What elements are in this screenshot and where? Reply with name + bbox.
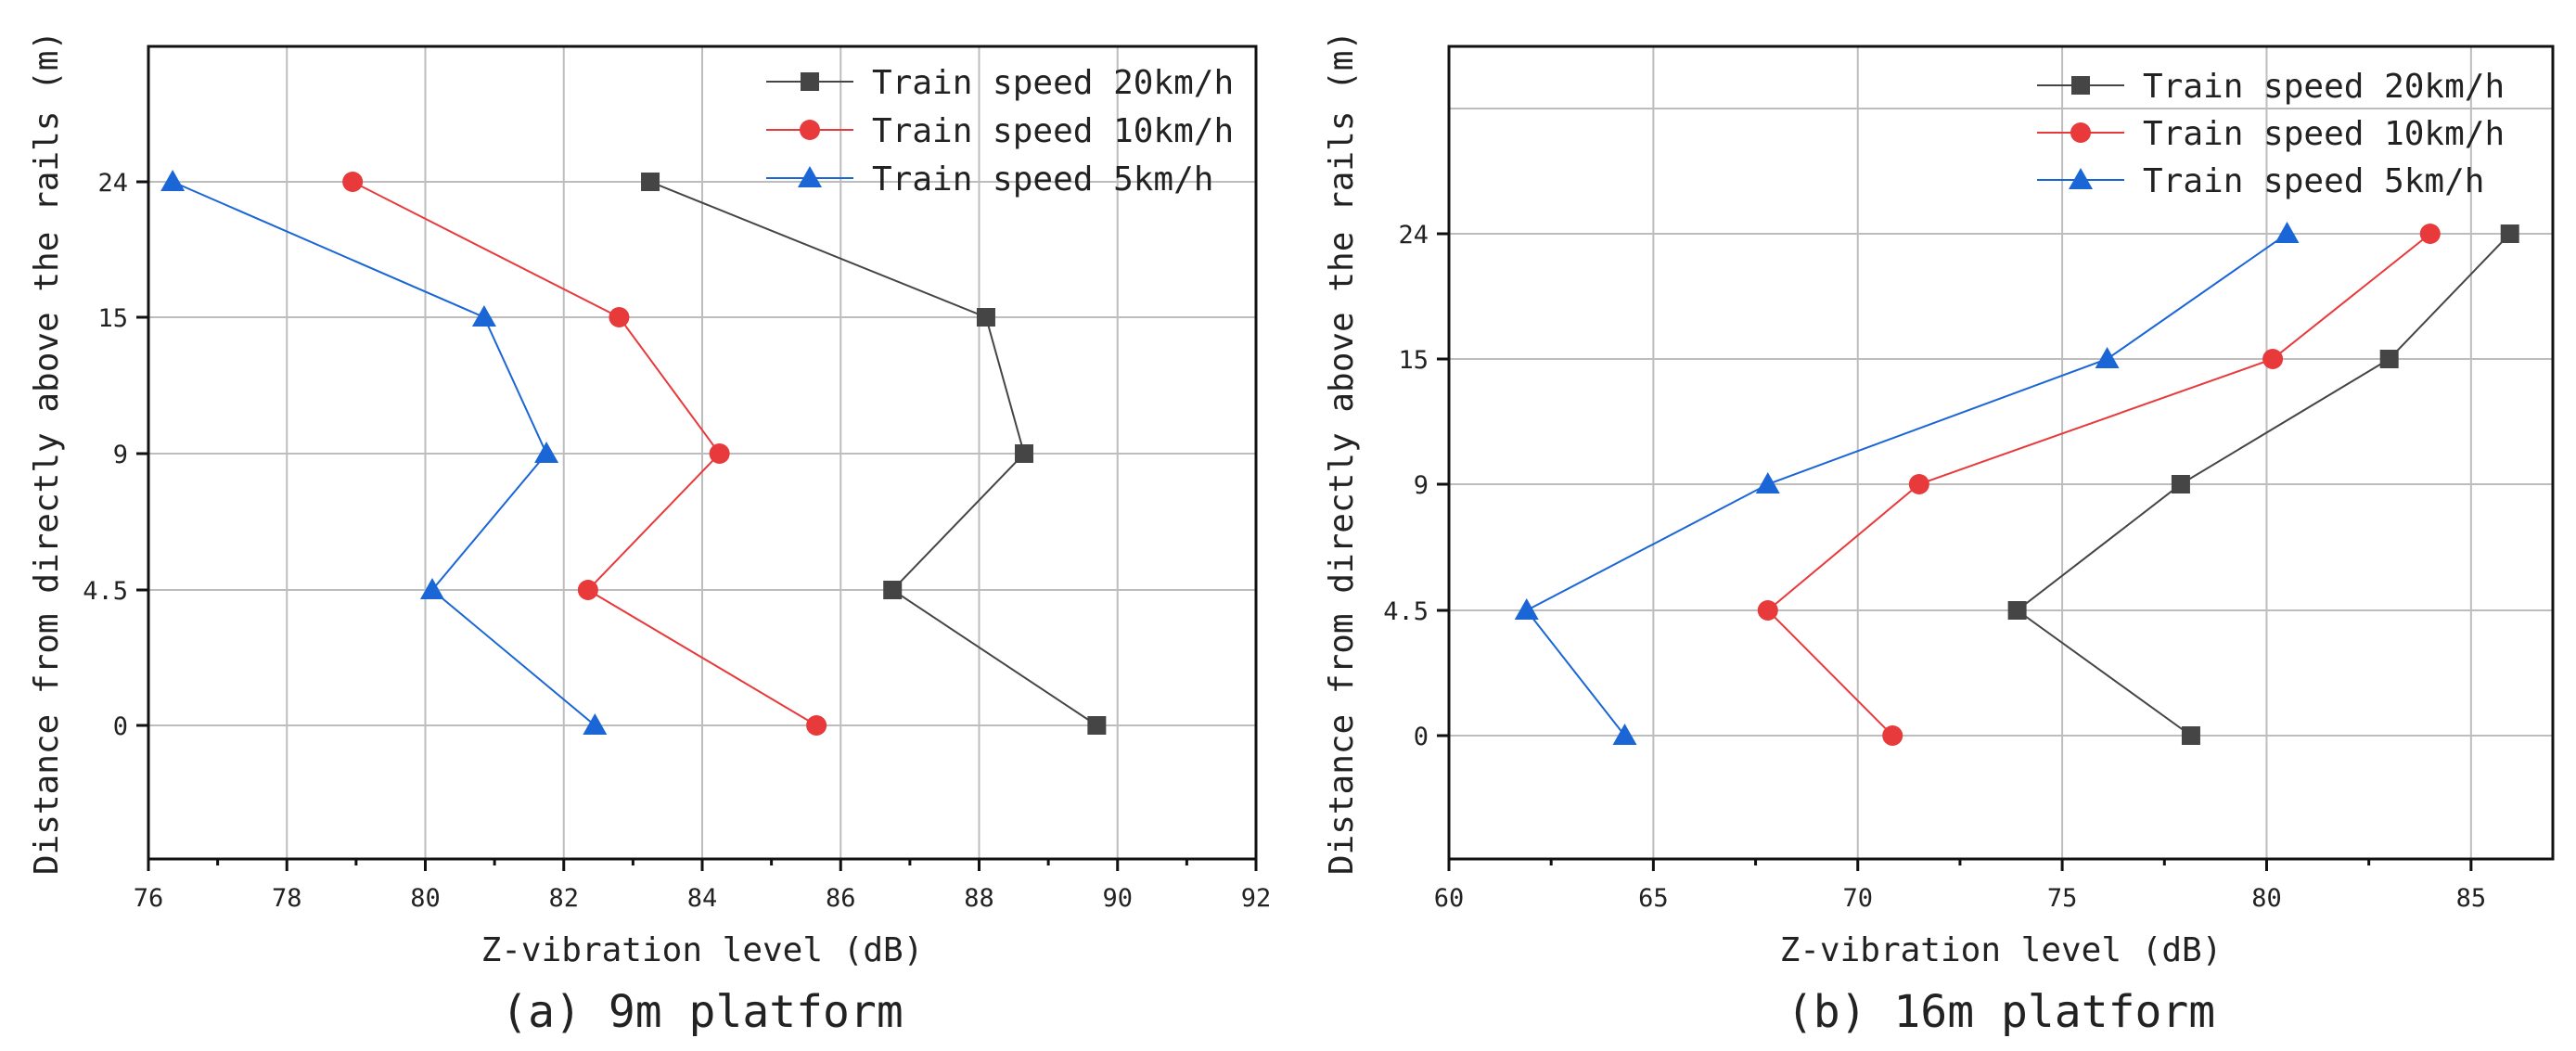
chart-panel-b: 60 65 70 75 80 85 0 4.5 9 15 24 Z-vibration level (… [1323, 31, 2555, 1038]
y-axis-label: Distance from directly above the rails (… [1323, 31, 1361, 875]
legend-label: Train speed 5km/h [872, 160, 1213, 199]
data-point [1612, 724, 1637, 745]
x-tick-label: 92 [1241, 884, 1272, 913]
x-tick-label: 60 [1434, 884, 1465, 913]
y-tick-label: 0 [1414, 723, 1429, 751]
data-point [806, 715, 827, 736]
data-point [2262, 349, 2284, 369]
data-point [1514, 598, 1539, 620]
x-tick-label: 86 [826, 884, 856, 913]
data-point [609, 307, 630, 327]
x-tick-label: 70 [1842, 884, 1873, 913]
data-point [1908, 474, 1929, 494]
y-tick-label: 4.5 [83, 577, 128, 606]
x-tick-label: 90 [1102, 884, 1133, 913]
x-tick-label: 80 [410, 884, 441, 913]
data-point [2275, 222, 2300, 243]
data-point [2171, 475, 2190, 493]
data-point [577, 580, 598, 600]
data-point [641, 173, 660, 191]
x-tick-label: 75 [2047, 884, 2078, 913]
y-tick-label: 9 [1414, 471, 1429, 500]
legend-marker [2070, 122, 2091, 143]
y-tick-label: 9 [113, 441, 128, 469]
y-tick-label: 0 [113, 712, 128, 741]
y-tick-label: 24 [97, 169, 128, 198]
data-point [2419, 224, 2441, 244]
data-point [2095, 347, 2120, 368]
legend-marker [798, 166, 822, 187]
data-point [2181, 726, 2200, 745]
y-tick-label: 15 [1398, 346, 1429, 375]
data-point [2007, 601, 2027, 620]
data-point [583, 713, 608, 735]
legend: Train speed 20km/h Train speed 10km/h Trai… [2037, 68, 2505, 200]
data-point [709, 443, 730, 464]
y-tick-label: 15 [97, 304, 128, 333]
x-axis-label: Z-vibration level (dB) [481, 931, 924, 969]
legend-label: Train speed 10km/h [2143, 115, 2505, 153]
legend-marker [800, 120, 820, 140]
x-tick-label: 65 [1638, 884, 1669, 913]
x-tick-label: 76 [134, 884, 164, 913]
legend-label: Train speed 5km/h [2143, 162, 2484, 200]
legend-label: Train speed 10km/h [872, 112, 1234, 150]
y-tick-label: 4.5 [1383, 597, 1429, 626]
data-point [1755, 472, 1780, 493]
x-tick-label: 85 [2456, 884, 2487, 913]
plot-frame [1447, 45, 2555, 861]
x-tick-label: 84 [687, 884, 718, 913]
panel-caption: (a) 9m platform [501, 986, 903, 1038]
legend-label: Train speed 20km/h [872, 64, 1234, 102]
y-tick-label: 24 [1398, 221, 1429, 250]
data-point [419, 578, 444, 599]
legend-label: Train speed 20km/h [2143, 68, 2505, 106]
chart-panel-a: 76 78 80 82 84 86 88 90 92 0 4.5 9 15 24 Z-vibration l… [28, 31, 1271, 1038]
data-point [534, 442, 559, 463]
data-point [883, 581, 903, 599]
data-point [2379, 350, 2399, 368]
data-point [1882, 725, 1903, 746]
data-point [2500, 224, 2519, 243]
data-point [471, 305, 496, 327]
data-point [342, 172, 364, 192]
x-tick-label: 82 [548, 884, 579, 913]
x-tick-label: 80 [2251, 884, 2282, 913]
data-point [1757, 600, 1778, 621]
data-point [976, 308, 995, 327]
legend-marker [2069, 168, 2093, 189]
data-point [160, 170, 186, 191]
data-point [1087, 716, 1107, 735]
legend-marker [801, 72, 819, 91]
legend-marker [2071, 76, 2090, 95]
x-tick-label: 78 [272, 884, 302, 913]
panel-caption: (b) 16m platform [1787, 986, 2215, 1038]
y-axis-label: Distance from directly above the rails (… [28, 31, 66, 875]
x-axis-label: Z-vibration level (dB) [1780, 931, 2223, 969]
x-tick-label: 88 [964, 884, 994, 913]
data-point [1015, 444, 1034, 463]
legend: Train speed 20km/h Train speed 10km/h Trai… [766, 64, 1234, 199]
